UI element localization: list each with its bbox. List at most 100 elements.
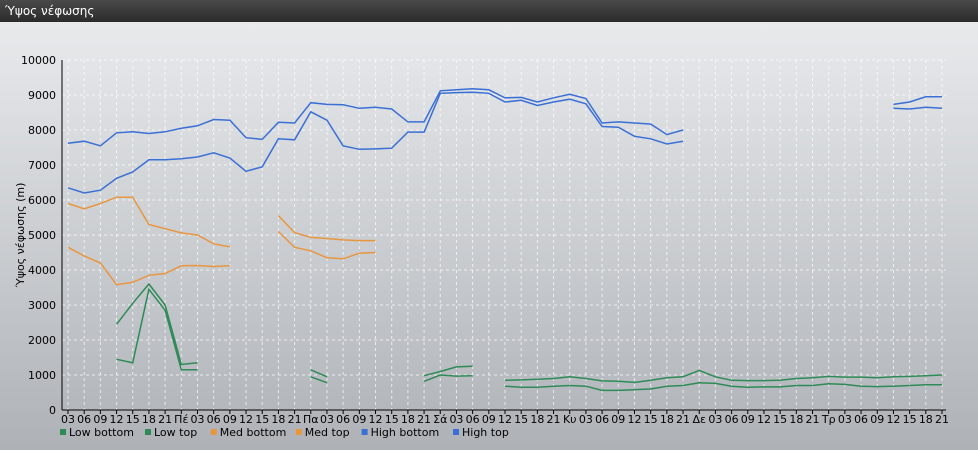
x-tick-label: 09 [93,413,107,426]
y-tick-label: 5000 [28,229,56,242]
legend-swatch [361,429,368,435]
y-tick-label: 9000 [28,89,56,102]
x-tick-label: 18 [919,413,933,426]
x-tick-label: 15 [385,413,399,426]
legend-swatch [295,429,302,435]
x-tick-label: Πα [303,413,319,426]
y-tick-label: 2000 [28,334,56,347]
x-tick-label: Τρ [821,413,836,426]
y-tick-label: 1000 [28,369,56,382]
x-tick-label: 09 [611,413,625,426]
x-tick-label: 18 [530,413,544,426]
series-line-high-bottom [67,91,943,194]
x-tick-label: 03 [449,413,463,426]
legend-label: Med top [305,426,350,439]
legend: Low bottom Low top Med bottom Med top High b… [60,426,509,439]
legend-swatch [60,429,66,435]
y-axis-label: Ύψος νέφωσης (m) [14,183,27,289]
legend-item: High top [453,426,509,439]
x-tick-label: 15 [773,413,787,426]
x-tick-label: 06 [77,413,91,426]
x-tick-label: 15 [255,413,269,426]
x-tick-label: 12 [627,413,641,426]
x-tick-label: 03 [320,413,334,426]
x-tick-label: 18 [660,413,674,426]
legend-swatch [210,429,217,435]
y-tick-label: 6000 [28,194,56,207]
x-tick-label: 03 [838,413,852,426]
x-tick-label: 09 [352,413,366,426]
x-tick-label: 06 [336,413,350,426]
x-tick-label: 21 [935,413,949,426]
x-tick-label: 03 [708,413,722,426]
legend-item: Med top [295,426,350,439]
x-tick-label: 21 [676,413,690,426]
legend-label: Med bottom [220,426,287,439]
x-tick-label: 06 [466,413,480,426]
legend-item: Med bottom [210,426,287,439]
series-line-high-top [67,87,942,147]
grid [62,59,946,411]
legend-item: High bottom [361,426,440,439]
x-tick-label: 15 [903,413,917,426]
x-tick-label: 03 [190,413,204,426]
x-tick-label: 15 [126,413,140,426]
x-tick-label: 18 [271,413,285,426]
x-tick-label: 09 [223,413,237,426]
x-tick-label: 12 [757,413,771,426]
y-tick-label: 3000 [28,299,56,312]
legend-item: Low top [145,426,197,439]
x-tick-label: 09 [482,413,496,426]
x-tick-label: 12 [110,413,124,426]
x-tick-label: Σά [433,413,447,426]
x-tick-label: 06 [595,413,609,426]
y-tick-label: 4000 [28,264,56,277]
x-tick-label: 21 [806,413,820,426]
x-tick-label: Κυ [563,413,577,426]
x-tick-label: 03 [579,413,593,426]
x-tick-label: 18 [789,413,803,426]
x-tick-label: 18 [142,413,156,426]
legend-swatch [453,429,459,435]
series-line-med-top [67,196,376,248]
x-tick-label: 15 [514,413,528,426]
legend-item: Low bottom [60,426,134,439]
x-tick-label: 09 [870,413,884,426]
legend-swatch [145,429,151,435]
y-tick-label: 0 [49,404,56,417]
x-tick-label: 12 [239,413,253,426]
legend-label: Low bottom [69,426,134,439]
x-tick-label: 06 [207,413,221,426]
x-tick-label: 09 [741,413,755,426]
x-tick-label: 12 [886,413,900,426]
legend-label: High bottom [371,426,440,439]
y-tick-label: 8000 [28,124,56,137]
x-tick-label: 21 [288,413,302,426]
x-tick-label: 21 [547,413,561,426]
x-axis-ticks: 03 06 09 12 15 18 21 Πέ 03 06 09 12 15 18 21 Πα 03 06 09 12… [61,410,949,426]
y-tick-label: 7000 [28,159,56,172]
y-tick-label: 10000 [21,54,56,67]
legend-label: Low top [154,426,197,439]
x-tick-label: 12 [369,413,383,426]
series-line-low-bottom [116,287,942,392]
x-tick-label: 03 [61,413,75,426]
window-title: Ύψος νέφωσης [5,4,95,18]
window-title-bar: Ύψος νέφωσης [0,0,978,22]
x-tick-label: Πέ [174,413,188,426]
x-tick-label: 18 [401,413,415,426]
x-tick-label: 15 [644,413,658,426]
x-tick-label: 06 [725,413,739,426]
series-line-med-bottom [67,230,376,286]
axes [61,60,946,411]
x-tick-label: 21 [417,413,431,426]
x-tick-label: 21 [158,413,172,426]
y-axis-ticks: 0 1000 2000 3000 4000 5000 6000 7000 8000 9000 100… [21,54,56,417]
x-tick-label: Δε [692,413,706,426]
series-lines [67,87,943,392]
legend-label: High top [462,426,509,439]
series-line-low-top [116,282,943,384]
x-tick-label: 12 [498,413,512,426]
x-tick-label: 06 [854,413,868,426]
